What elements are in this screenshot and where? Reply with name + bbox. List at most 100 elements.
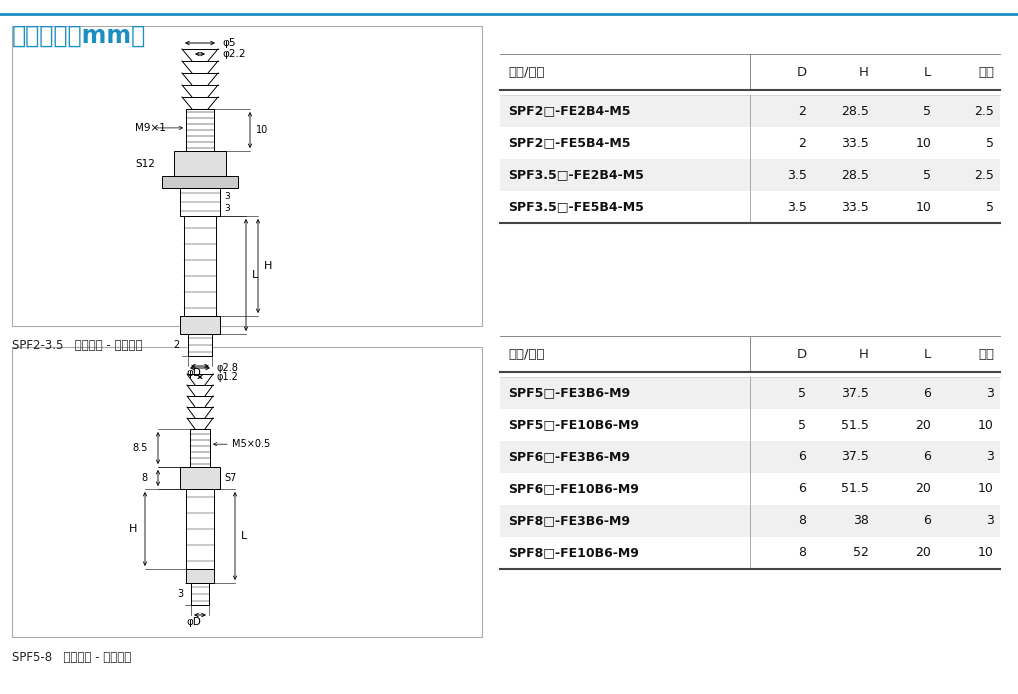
Bar — [500, 409, 1000, 441]
Text: φD: φD — [186, 617, 202, 627]
Bar — [500, 441, 1000, 473]
Text: M5×0.5: M5×0.5 — [232, 439, 270, 449]
Text: SPF6□-FE3B6-M9: SPF6□-FE3B6-M9 — [508, 450, 630, 464]
Bar — [500, 191, 1000, 223]
Text: SPF5-8   垂直方向 - 宝塔接头: SPF5-8 垂直方向 - 宝塔接头 — [12, 651, 131, 664]
Text: 行程: 行程 — [978, 65, 994, 78]
Bar — [500, 505, 1000, 537]
Text: SPF2□-FE2B4-M5: SPF2□-FE2B4-M5 — [508, 105, 630, 117]
Text: L: L — [252, 270, 259, 280]
Text: S7: S7 — [224, 473, 236, 483]
Text: M9×1: M9×1 — [135, 123, 166, 133]
Bar — [186, 489, 214, 569]
Text: 2.5: 2.5 — [974, 169, 994, 182]
Text: 28.5: 28.5 — [841, 169, 869, 182]
Text: 3.5: 3.5 — [787, 169, 806, 182]
Text: SPF5□-FE10B6-M9: SPF5□-FE10B6-M9 — [508, 418, 639, 432]
Text: 3: 3 — [986, 514, 994, 527]
Text: 20: 20 — [915, 482, 931, 496]
Text: 3: 3 — [986, 450, 994, 464]
Text: 3: 3 — [224, 203, 230, 212]
Text: SPF2-3.5   垂直方向 - 宝塔接头: SPF2-3.5 垂直方向 - 宝塔接头 — [12, 339, 143, 352]
Text: 20: 20 — [915, 546, 931, 559]
Text: 52: 52 — [853, 546, 869, 559]
Text: 5: 5 — [798, 387, 806, 400]
Text: SPF8□-FE10B6-M9: SPF8□-FE10B6-M9 — [508, 546, 639, 559]
Text: 8: 8 — [142, 473, 148, 483]
Text: 尺寸规格（mm）: 尺寸规格（mm） — [12, 24, 147, 48]
Text: 6: 6 — [923, 387, 931, 400]
Text: 51.5: 51.5 — [841, 482, 869, 496]
Text: φ5: φ5 — [222, 38, 235, 48]
Text: 51.5: 51.5 — [841, 418, 869, 432]
Text: 10: 10 — [256, 125, 269, 135]
Text: 6: 6 — [799, 450, 806, 464]
Text: 10: 10 — [915, 201, 931, 214]
Bar — [162, 176, 238, 188]
Text: 6: 6 — [799, 482, 806, 496]
Text: D: D — [796, 348, 806, 360]
Text: 5: 5 — [923, 105, 931, 117]
Text: 行程: 行程 — [978, 348, 994, 360]
Text: 37.5: 37.5 — [841, 450, 869, 464]
Bar — [184, 216, 216, 316]
Bar — [186, 569, 214, 583]
Text: H: H — [859, 348, 869, 360]
Text: 2.5: 2.5 — [974, 105, 994, 117]
Text: 20: 20 — [915, 418, 931, 432]
Bar — [500, 377, 1000, 409]
Text: 3.5: 3.5 — [787, 201, 806, 214]
Text: 5: 5 — [986, 201, 994, 214]
Text: 2: 2 — [799, 137, 806, 149]
Text: 2: 2 — [174, 340, 180, 350]
Bar — [12, 347, 482, 637]
Text: SPF8□-FE3B6-M9: SPF8□-FE3B6-M9 — [508, 514, 630, 527]
Text: L: L — [924, 348, 931, 360]
Bar — [180, 188, 220, 216]
Text: 10: 10 — [978, 546, 994, 559]
Text: 6: 6 — [923, 514, 931, 527]
Text: 3: 3 — [177, 589, 183, 599]
Text: SPF5□-FE3B6-M9: SPF5□-FE3B6-M9 — [508, 387, 630, 400]
Text: 8.5: 8.5 — [132, 443, 148, 453]
Text: H: H — [128, 524, 137, 534]
Text: φ2.2: φ2.2 — [222, 49, 245, 59]
Text: 28.5: 28.5 — [841, 105, 869, 117]
Bar — [186, 109, 214, 151]
Text: φ2.8: φ2.8 — [217, 363, 239, 373]
Text: 6: 6 — [923, 450, 931, 464]
Text: 5: 5 — [986, 137, 994, 149]
Text: 型号/尺寸: 型号/尺寸 — [508, 348, 545, 360]
Text: 5: 5 — [923, 169, 931, 182]
Bar — [500, 159, 1000, 191]
Text: 3: 3 — [986, 387, 994, 400]
Text: H: H — [264, 261, 273, 271]
Bar — [500, 127, 1000, 159]
Bar — [500, 473, 1000, 505]
Text: H: H — [859, 65, 869, 78]
Text: 33.5: 33.5 — [841, 137, 869, 149]
Text: 10: 10 — [915, 137, 931, 149]
Bar — [500, 95, 1000, 127]
Bar — [174, 151, 226, 176]
Text: φD: φD — [186, 368, 202, 378]
Text: 33.5: 33.5 — [841, 201, 869, 214]
Text: D: D — [796, 65, 806, 78]
Text: 10: 10 — [978, 482, 994, 496]
Text: 型号/尺寸: 型号/尺寸 — [508, 65, 545, 78]
Text: φ1.2: φ1.2 — [217, 372, 239, 382]
Text: SPF6□-FE10B6-M9: SPF6□-FE10B6-M9 — [508, 482, 639, 496]
Bar — [180, 467, 220, 489]
Bar — [190, 429, 210, 467]
Bar — [191, 583, 209, 605]
Text: 8: 8 — [798, 546, 806, 559]
Text: SPF3.5□-FE2B4-M5: SPF3.5□-FE2B4-M5 — [508, 169, 643, 182]
Text: 2: 2 — [799, 105, 806, 117]
Text: SPF2□-FE5B4-M5: SPF2□-FE5B4-M5 — [508, 137, 630, 149]
Text: 37.5: 37.5 — [841, 387, 869, 400]
Text: L: L — [241, 531, 247, 541]
Bar — [500, 537, 1000, 569]
Text: 8: 8 — [798, 514, 806, 527]
Bar — [180, 316, 220, 334]
Text: 5: 5 — [798, 418, 806, 432]
